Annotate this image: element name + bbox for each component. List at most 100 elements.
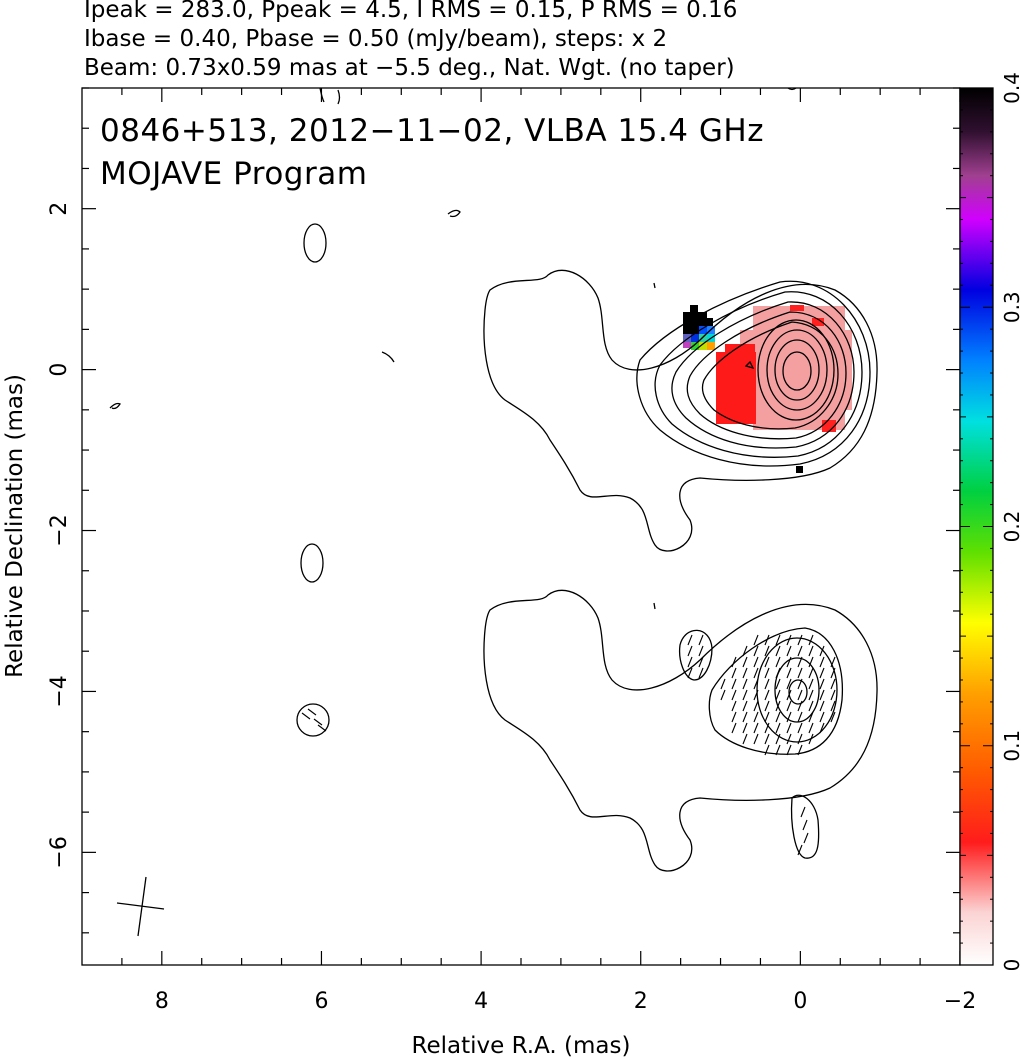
evpa-tick <box>742 711 748 723</box>
evpa-tick <box>797 689 803 701</box>
evpa-tick <box>731 689 737 701</box>
evpa-tick <box>786 733 792 745</box>
header-line-2: Ibase = 0.40, Pbase = 0.50 (mJy/beam), s… <box>84 26 667 52</box>
contour-noise <box>381 351 395 363</box>
evpa-tick <box>808 689 814 701</box>
evpa-tick <box>775 744 781 756</box>
contour-polarized-region <box>708 627 844 755</box>
evpa-tick <box>775 722 781 734</box>
colorbar-tick-label: 0.3 <box>1000 291 1021 323</box>
evpa-tick <box>731 656 737 668</box>
evpa-tick <box>803 832 809 844</box>
evpa-tick <box>819 645 825 657</box>
evpa-tick <box>819 689 825 701</box>
evpa-tick <box>819 678 825 690</box>
polarization-pixel <box>683 334 691 342</box>
evpa-tick <box>819 711 825 723</box>
evpa-tick <box>764 645 770 657</box>
evpa-tick <box>797 645 803 657</box>
evpa-tick <box>786 678 792 690</box>
x-tick-label: 4 <box>474 989 488 1014</box>
evpa-tick <box>808 645 814 657</box>
evpa-tick <box>742 733 748 745</box>
evpa-tick <box>764 733 770 745</box>
contour-noise <box>296 703 330 737</box>
evpa-tick <box>753 700 759 712</box>
evpa-tick <box>742 645 748 657</box>
contour-level <box>671 301 855 449</box>
evpa-tick <box>764 744 770 756</box>
evpa-tick <box>720 678 726 690</box>
polarization-pixel <box>699 326 707 334</box>
contour-noise <box>653 602 656 610</box>
evpa-tick <box>775 711 781 723</box>
x-tick-label: 8 <box>155 989 169 1014</box>
colorbar-tick-label: 0.1 <box>1000 730 1021 762</box>
polarization-pixel <box>796 466 803 473</box>
evpa-tick <box>797 722 803 734</box>
evpa-tick <box>764 678 770 690</box>
evpa-tick <box>808 678 814 690</box>
evpa-tick <box>819 722 825 734</box>
evpa-tick <box>819 700 825 712</box>
evpa-tick <box>753 645 759 657</box>
polarization-pixel-high <box>704 318 713 328</box>
evpa-tick <box>830 689 836 701</box>
contour-level <box>654 291 863 458</box>
core-polarization-region-wide <box>740 330 852 410</box>
evpa-tick <box>687 656 693 668</box>
polarization-pixel <box>720 408 754 424</box>
evpa-tick <box>819 667 825 679</box>
contour-lowest <box>483 269 878 552</box>
contour-polarized-region <box>678 629 713 681</box>
x-axis-label: Relative R.A. (mas) <box>412 1033 631 1059</box>
evpa-tick <box>797 667 803 679</box>
evpa-tick <box>786 645 792 657</box>
evpa-tick <box>731 722 737 734</box>
y-tick-label: −6 <box>47 836 72 868</box>
panel-title: 0846+513, 2012−11−02, VLBA 15.4 GHz <box>100 113 764 149</box>
evpa-tick <box>808 656 814 668</box>
evpa-tick <box>764 667 770 679</box>
evpa-tick <box>786 722 792 734</box>
evpa-tick <box>753 711 759 723</box>
evpa-tick <box>775 678 781 690</box>
evpa-tick <box>808 733 814 745</box>
evpa-tick <box>764 700 770 712</box>
y-tick-label: 2 <box>47 202 72 216</box>
evpa-tick <box>786 689 792 701</box>
evpa-tick <box>687 645 693 657</box>
y-axis: 2 0 −2 −4 −6 <box>47 87 960 934</box>
polarization-pixel <box>691 342 699 350</box>
evpa-tick <box>317 724 327 732</box>
contour-noise <box>447 209 461 218</box>
contour-level <box>701 321 839 430</box>
evpa-tick <box>731 700 737 712</box>
polarization-vector-map <box>296 543 878 872</box>
y-tick-label: −2 <box>47 514 72 546</box>
contour-level <box>774 339 820 401</box>
contour-level <box>788 679 808 705</box>
evpa-tick <box>764 689 770 701</box>
beam-marker <box>116 876 165 937</box>
evpa-tick <box>797 700 803 712</box>
evpa-tick <box>775 689 781 701</box>
evpa-tick <box>764 634 770 646</box>
contour-level <box>766 329 828 411</box>
evpa-tick <box>731 667 737 679</box>
contour-level <box>744 360 755 370</box>
polarization-pixel <box>725 344 755 356</box>
evpa-tick <box>698 667 704 679</box>
evpa-tick <box>753 733 759 745</box>
evpa-tick <box>797 744 803 756</box>
evpa-tick <box>808 634 814 646</box>
evpa-tick <box>775 733 781 745</box>
colorbar-tick-label: 0.4 <box>1000 72 1021 104</box>
header-line-1: Ipeak = 283.0, Ppeak = 4.5, I RMS = 0.15… <box>84 0 737 23</box>
evpa-tick <box>307 708 317 716</box>
evpa-tick <box>764 656 770 668</box>
contour-level <box>790 794 820 859</box>
contour-noise <box>319 88 341 105</box>
evpa-tick <box>797 844 803 856</box>
evpa-tick <box>742 722 748 734</box>
